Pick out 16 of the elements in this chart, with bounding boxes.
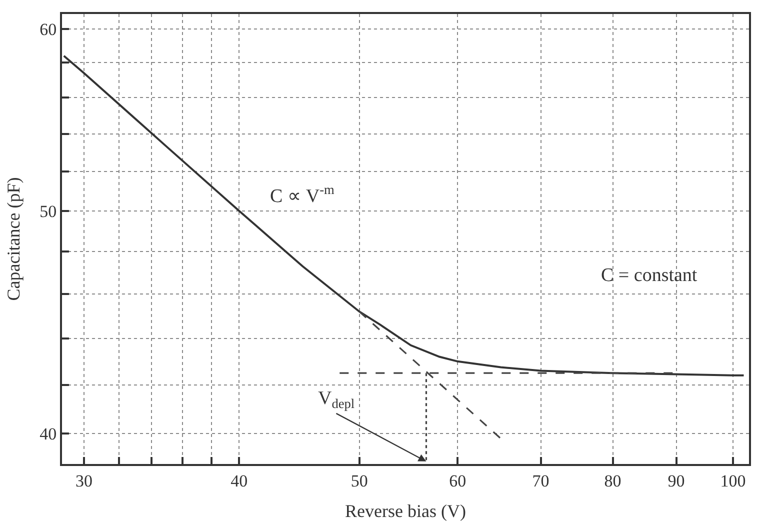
x-tick-label: 60 [449,471,466,490]
y-tick-label: 40 [40,424,57,444]
x-tick-label: 80 [604,471,622,490]
annotation: C ∝ V$^{-m}$ [270,182,335,207]
x-tick-label: 40 [230,471,248,490]
x-axis-title: Reverse bias (V) [345,501,466,521]
x-tick-label: 100 [720,471,746,490]
x-tick-label: 70 [532,471,550,490]
x-tick-label: 90 [668,471,685,490]
annotation: C = constant [601,265,698,286]
x-tick-label: 50 [350,471,368,490]
y-tick-label: 50 [40,202,57,221]
x-tick-label: 30 [76,471,93,490]
annotation: V$_{depl}$ [318,388,355,411]
y-axis-title: Capacitance (pF) [3,177,24,301]
y-tick-label: 60 [40,20,57,39]
